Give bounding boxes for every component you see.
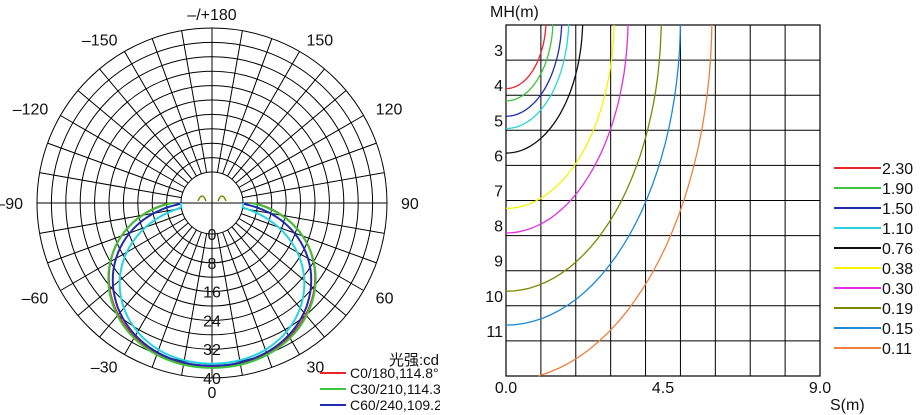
isolux-legend-label: 0.30 [882,281,913,298]
polar-curve-c60 [111,202,313,367]
polar-angle-label: 90 [401,196,419,213]
isolux-legend: 2.30 1.90 1.50 1.10 0.76 0.38 0.30 0.19 0.15 0.11 [834,161,913,358]
isolux-legend-label: 1.50 [882,201,913,218]
isolux-tick-labels: 0.0 4.5 9.0 3 4 5 6 7 8 9 10 11 [485,43,831,397]
isolux-y-tick: 4 [494,78,503,95]
polar-curves [107,195,317,369]
polar-legend-label: C90/270,100.6° [350,413,440,415]
isolux-y-tick: 9 [494,254,503,271]
isolux-y-tick: 6 [494,148,503,165]
polar-radial-label: 40 [203,371,221,388]
polar-angle-label: 150 [307,32,334,49]
polar-angle-label: –/+180 [187,7,236,24]
isolux-contour-0.38 [505,24,615,210]
polar-intensity-chart: –/+180 –150 150 –120 120 –90 90 –60 60 –30 30 0 0 8 1… [0,7,440,415]
isolux-y-tick: 10 [485,289,503,306]
isolux-legend-label: 0.38 [882,261,913,278]
isolux-chart: MH(m) S(m) 0.0 4.5 9.0 3 4 5 6 7 8 9 10 11 2.30 1.90… [485,4,913,414]
isolux-x-tick: 9.0 [809,380,831,397]
polar-angle-label: 0 [208,385,217,402]
isolux-contour-0.11 [538,24,713,377]
isolux-contour-0.15 [505,24,682,326]
x-axis-title: S(m) [830,397,865,414]
isolux-legend-label: 0.19 [882,301,913,318]
isolux-legend-label: 0.76 [882,241,913,258]
polar-angle-label: 120 [376,102,403,119]
polar-legend-label: C0/180,114.8° [350,365,439,381]
polar-radial-label: 0 [208,227,217,244]
isolux-contour-0.30 [505,24,629,234]
polar-angle-label: –150 [82,32,118,49]
isolux-y-tick: 7 [494,184,503,201]
isolux-contour-1.90 [505,24,554,102]
isolux-y-tick: 5 [494,113,503,130]
isolux-x-tick: 4.5 [652,380,674,397]
polar-radial-label: 16 [203,285,221,302]
polar-angle-label: 60 [376,291,394,308]
isolux-plot-frame [505,24,821,377]
isolux-contour-2.30 [505,24,547,90]
isolux-y-tick: 3 [494,43,503,60]
isolux-legend-label: 1.90 [882,181,913,198]
isolux-x-tick: 0.0 [495,380,517,397]
polar-curve-c30 [107,202,317,369]
polar-radial-label: 8 [208,256,217,273]
isolux-curves [505,24,713,377]
isolux-contour-1.50 [505,24,563,117]
y-axis-title: MH(m) [490,4,539,21]
isolux-contour-0.76 [505,24,584,154]
polar-legend-label: C60/240,109.2° [350,397,440,413]
polar-unit-label: 光强:cd [389,352,439,369]
polar-grid [36,27,388,379]
polar-angle-label: –60 [22,291,49,308]
isolux-legend-label: 0.15 [882,321,913,338]
isolux-y-tick: 8 [494,219,503,236]
polar-angle-label: –120 [13,102,49,119]
isolux-legend-label: 0.11 [882,341,912,358]
isolux-legend-label: 2.30 [882,161,913,178]
isolux-contour-0.19 [505,24,662,292]
polar-curve-c90 [118,203,306,365]
polar-angle-labels: –/+180 –150 150 –120 120 –90 90 –60 60 –30 30 0 [0,7,419,402]
polar-legend: 光强:cd C0/180,114.8°C30/210,114.3°C60/240… [320,352,440,415]
polar-back-lobe [197,195,227,202]
isolux-legend-label: 1.10 [882,221,913,238]
isolux-contour-1.10 [505,24,570,130]
polar-angle-label: –90 [0,196,23,213]
polar-radial-label: 24 [203,313,221,330]
polar-angle-label: 30 [307,360,325,377]
isolux-y-tick: 11 [486,324,503,341]
polar-radial-label: 32 [203,342,221,359]
polar-angle-label: –30 [91,360,118,377]
isolux-grid [505,24,821,377]
polar-legend-label: C30/210,114.3° [350,381,440,397]
polar-radial-labels: 0 8 16 24 32 40 [203,227,221,388]
